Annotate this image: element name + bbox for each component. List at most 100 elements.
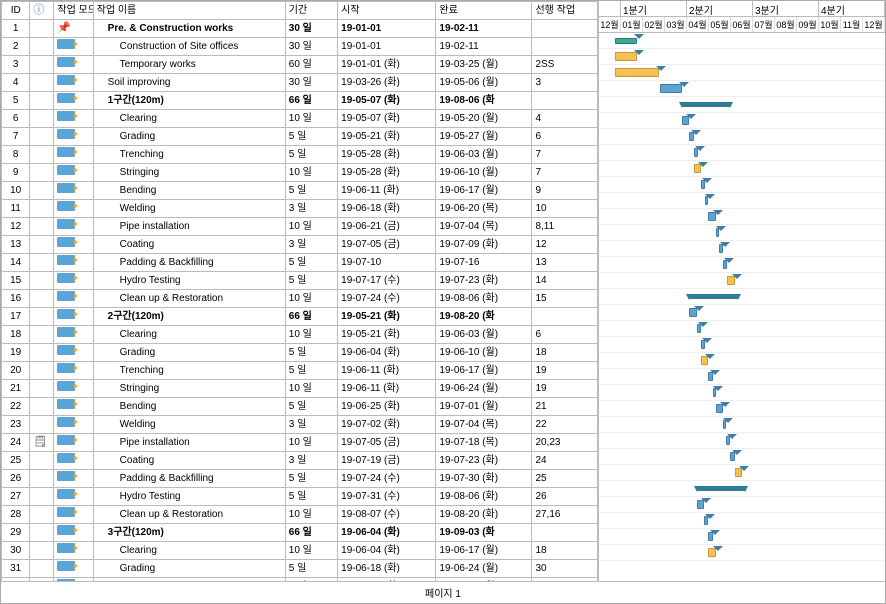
cell-finish[interactable]: 19-05-06 (월) — [436, 74, 532, 92]
cell-duration[interactable]: 10 일 — [285, 326, 337, 344]
table-row[interactable]: 22 Bending 5 일 19-06-25 (화) 19-07-01 (월)… — [2, 398, 598, 416]
cell-name[interactable]: Stringing — [93, 380, 285, 398]
table-row[interactable]: 16 Clean up & Restoration 10 일 19-07-24 … — [2, 290, 598, 308]
cell-id[interactable]: 25 — [2, 452, 30, 470]
task-bar[interactable] — [615, 68, 659, 77]
cell-duration[interactable]: 5 일 — [285, 398, 337, 416]
gantt-row[interactable] — [599, 273, 885, 289]
table-row[interactable]: 13 Coating 3 일 19-07-05 (금) 19-07-09 (화)… — [2, 236, 598, 254]
cell-id[interactable]: 10 — [2, 182, 30, 200]
cell-duration[interactable]: 3 일 — [285, 416, 337, 434]
cell-start[interactable]: 19-05-07 (화) — [338, 92, 436, 110]
cell-start[interactable]: 19-01-01 — [338, 38, 436, 56]
gantt-row[interactable] — [599, 353, 885, 369]
gantt-row[interactable] — [599, 241, 885, 257]
table-row[interactable]: 8 Trenching 5 일 19-05-28 (화) 19-06-03 (월… — [2, 146, 598, 164]
cell-name[interactable]: Clearing — [93, 542, 285, 560]
cell-start[interactable]: 19-06-11 (화) — [338, 362, 436, 380]
cell-finish[interactable]: 19-06-17 (월) — [436, 362, 532, 380]
cell-duration[interactable]: 10 일 — [285, 164, 337, 182]
cell-duration[interactable]: 5 일 — [285, 362, 337, 380]
cell-id[interactable]: 8 — [2, 146, 30, 164]
cell-start[interactable]: 19-05-28 (화) — [338, 146, 436, 164]
gantt-row[interactable] — [599, 449, 885, 465]
table-row[interactable]: 9 Stringing 10 일 19-05-28 (화) 19-06-10 (… — [2, 164, 598, 182]
cell-start[interactable]: 19-05-21 (화) — [338, 128, 436, 146]
gantt-row[interactable] — [599, 433, 885, 449]
cell-pred[interactable]: 15 — [532, 290, 598, 308]
cell-finish[interactable]: 19-06-10 (월) — [436, 344, 532, 362]
cell-start[interactable]: 19-03-26 (화) — [338, 74, 436, 92]
cell-mode[interactable] — [54, 110, 93, 128]
cell-name[interactable]: Coating — [93, 452, 285, 470]
cell-duration[interactable]: 3 일 — [285, 200, 337, 218]
cell-duration[interactable]: 5 일 — [285, 470, 337, 488]
cell-finish[interactable]: 19-06-17 (월) — [436, 182, 532, 200]
gantt-row[interactable] — [599, 289, 885, 305]
table-row[interactable]: 17 2구간(120m) 66 일 19-05-21 (화) 19-08-20 … — [2, 308, 598, 326]
gantt-row[interactable] — [599, 193, 885, 209]
cell-name[interactable]: Construction of Site offices — [93, 38, 285, 56]
table-row[interactable]: 24 🗒 Pipe installation 10 일 19-07-05 (금)… — [2, 434, 598, 452]
cell-mode[interactable] — [54, 272, 93, 290]
cell-id[interactable]: 16 — [2, 290, 30, 308]
gantt-row[interactable] — [599, 145, 885, 161]
cell-duration[interactable]: 5 일 — [285, 344, 337, 362]
cell-mode[interactable] — [54, 470, 93, 488]
cell-name[interactable]: Padding & Backfilling — [93, 470, 285, 488]
cell-pred[interactable]: 3 — [532, 74, 598, 92]
cell-duration[interactable]: 10 일 — [285, 434, 337, 452]
cell-id[interactable]: 19 — [2, 344, 30, 362]
table-row[interactable]: 11 Welding 3 일 19-06-18 (화) 19-06-20 (목)… — [2, 200, 598, 218]
col-indicator[interactable]: ⓘ — [30, 2, 54, 20]
cell-id[interactable]: 27 — [2, 488, 30, 506]
cell-name[interactable]: Trenching — [93, 362, 285, 380]
table-row[interactable]: 6 Clearing 10 일 19-05-07 (화) 19-05-20 (월… — [2, 110, 598, 128]
cell-start[interactable]: 19-05-21 (화) — [338, 308, 436, 326]
cell-name[interactable]: Pipe installation — [93, 434, 285, 452]
cell-id[interactable]: 9 — [2, 164, 30, 182]
table-row[interactable]: 28 Clean up & Restoration 10 일 19-08-07 … — [2, 506, 598, 524]
cell-id[interactable]: 4 — [2, 74, 30, 92]
cell-pred[interactable]: 18 — [532, 542, 598, 560]
cell-name[interactable]: Stringing — [93, 164, 285, 182]
cell-name[interactable]: 2구간(120m) — [93, 308, 285, 326]
cell-pred[interactable] — [532, 20, 598, 38]
cell-pred[interactable]: 19 — [532, 362, 598, 380]
cell-duration[interactable]: 66 일 — [285, 308, 337, 326]
table-row[interactable]: 14 Padding & Backfilling 5 일 19-07-10 19… — [2, 254, 598, 272]
cell-mode[interactable] — [54, 380, 93, 398]
col-predecessor[interactable]: 선행 작업 — [532, 2, 598, 20]
cell-start[interactable]: 19-05-21 (화) — [338, 326, 436, 344]
cell-start[interactable]: 19-06-21 (금) — [338, 218, 436, 236]
cell-mode[interactable]: 📌 — [54, 20, 93, 38]
cell-finish[interactable]: 19-03-25 (월) — [436, 56, 532, 74]
cell-pred[interactable]: 7 — [532, 146, 598, 164]
cell-name[interactable]: Clearing — [93, 110, 285, 128]
cell-duration[interactable]: 5 일 — [285, 254, 337, 272]
cell-pred[interactable]: 7 — [532, 164, 598, 182]
col-mode[interactable]: 작업 모드 — [54, 2, 93, 20]
cell-pred[interactable] — [532, 92, 598, 110]
cell-pred[interactable] — [532, 38, 598, 56]
cell-finish[interactable]: 19-06-03 (월) — [436, 146, 532, 164]
cell-duration[interactable]: 5 일 — [285, 182, 337, 200]
cell-duration[interactable]: 3 일 — [285, 236, 337, 254]
table-row[interactable]: 30 Clearing 10 일 19-06-04 (화) 19-06-17 (… — [2, 542, 598, 560]
cell-name[interactable]: Hydro Testing — [93, 488, 285, 506]
table-row[interactable]: 26 Padding & Backfilling 5 일 19-07-24 (수… — [2, 470, 598, 488]
cell-duration[interactable]: 5 일 — [285, 488, 337, 506]
cell-mode[interactable] — [54, 452, 93, 470]
table-row[interactable]: 4 Soil improving 30 일 19-03-26 (화) 19-05… — [2, 74, 598, 92]
cell-finish[interactable]: 19-05-27 (월) — [436, 128, 532, 146]
cell-finish[interactable]: 19-02-11 — [436, 20, 532, 38]
gantt-row[interactable] — [599, 129, 885, 145]
gantt-row[interactable] — [599, 529, 885, 545]
col-id[interactable]: ID — [2, 2, 30, 20]
cell-mode[interactable] — [54, 488, 93, 506]
gantt-row[interactable] — [599, 513, 885, 529]
cell-start[interactable]: 19-07-05 (금) — [338, 434, 436, 452]
cell-mode[interactable] — [54, 182, 93, 200]
cell-name[interactable]: Clean up & Restoration — [93, 506, 285, 524]
table-row[interactable]: 25 Coating 3 일 19-07-19 (금) 19-07-23 (화)… — [2, 452, 598, 470]
